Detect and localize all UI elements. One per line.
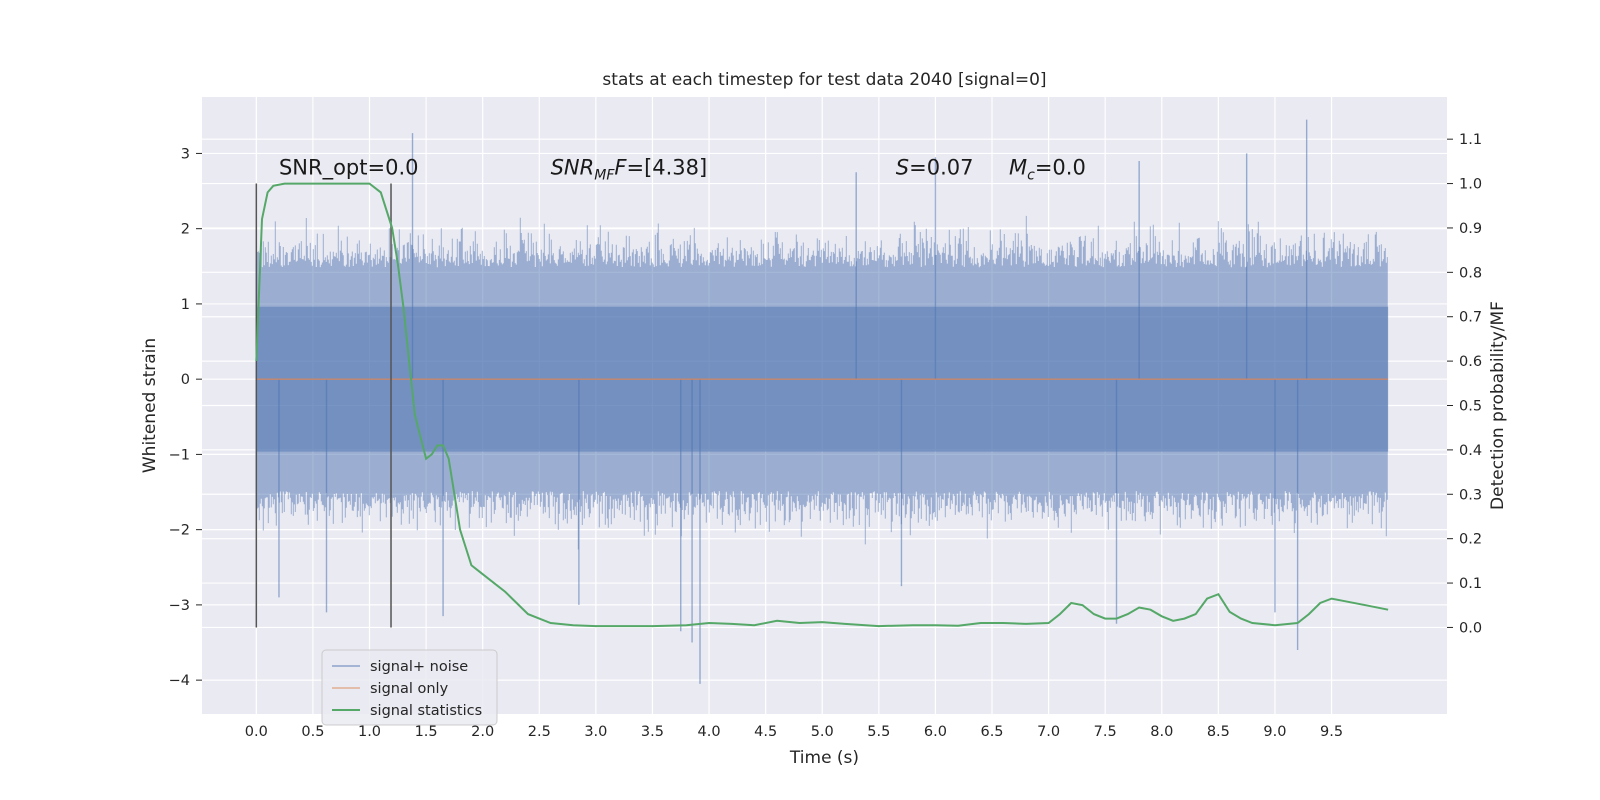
y2-tick-label: 0.4 [1459,443,1482,459]
x-tick-label: 2.0 [471,724,494,740]
legend: signal+ noise signal only signal statistic… [321,649,498,726]
y-tick-label: −3 [169,598,190,614]
chart-title: stats at each timestep for test data 204… [602,70,1046,90]
y-tick-label: −4 [169,673,190,689]
x-tick-label: 0.0 [245,724,268,740]
x-tick-label: 3.5 [641,724,664,740]
x-tick-label: 4.5 [754,724,777,740]
annotation-text: S=0.07 [896,156,974,180]
x-tick-label: 6.0 [924,724,947,740]
x-tick-label: 9.5 [1320,724,1343,740]
y2-tick-label: 0.7 [1459,310,1482,326]
annotation-value: =[4.38] [626,156,707,180]
y2-tick-label: 1.1 [1459,132,1482,148]
y-tick-label: 2 [181,222,190,238]
annotation-subscript: c [1027,168,1035,184]
x-tick-label: 8.0 [1150,724,1173,740]
y2-tick-label: 0.9 [1459,221,1482,237]
signal-statistics-line [255,182,1389,628]
y-tick-label: −1 [169,447,190,463]
annotation-tail: =0.0 [1035,156,1086,180]
x-tick-label: 5.0 [811,724,834,740]
annotation-text: SNR_opt=0.0 [279,156,419,181]
x-axis-label: Time (s) [789,748,859,768]
x-tick-label: 4.0 [698,724,721,740]
legend-label: signal statistics [370,703,482,719]
annotation-main: M [1009,156,1027,180]
x-tick-label: 1.5 [415,724,438,740]
y2-tick-label: 0.3 [1459,487,1482,503]
x-tick-label: 8.5 [1207,724,1230,740]
annotation-italic-f: F [614,156,627,180]
x-tick-label: 0.5 [301,724,324,740]
x-tick-label: 6.5 [980,724,1003,740]
x-tick-label: 5.5 [867,724,890,740]
y2-tick-label: 0.2 [1459,532,1482,548]
annotation-text: SNRMFF=[4.38] [551,156,708,184]
y2-tick-label: 0.8 [1459,265,1482,281]
legend-label: signal only [370,681,449,697]
x-tick-label: 9.0 [1263,724,1286,740]
y-tick-label: 3 [181,146,190,162]
y-axis-label: Whitened strain [140,338,160,473]
y2-tick-label: 0.5 [1459,399,1482,415]
x-tick-label: 2.5 [528,724,551,740]
annotation-main: SNR [551,156,595,180]
y-tick-label: −2 [169,523,190,539]
legend-frame [321,649,498,726]
y2-axis-label: Detection probability/MF [1488,301,1508,510]
series-lines [255,182,1389,628]
y-tick-label: 1 [181,297,190,313]
x-tick-label: 7.5 [1094,724,1117,740]
annotation-tail: =0.07 [909,156,973,180]
x-tick-label: 1.0 [358,724,381,740]
y2-tick-label: 0.0 [1459,620,1482,636]
annotation-main: S [896,156,909,180]
x-tick-label: 7.0 [1037,724,1060,740]
x-tick-label: 3.0 [584,724,607,740]
annotation-text: Mc=0.0 [1009,156,1086,184]
annotations: SNR_opt=0.0 SNRMFF=[4.38] S=0.07 Mc=0.0 [279,156,1086,184]
y2-tick-label: 1.0 [1459,177,1482,193]
annotation-subscript: MF [594,168,615,184]
legend-label: signal+ noise [370,659,468,675]
axis-ticks: 0.0 0.5 1.0 1.5 2.0 2.5 3.0 3.5 4.0 4.5 5.0 5.5 6.0 6… [169,132,1482,740]
y-tick-label: 0 [181,372,190,388]
y2-tick-label: 0.1 [1459,576,1482,592]
y2-tick-label: 0.6 [1459,354,1482,370]
annotation-tail: F=[4.38] [614,156,707,180]
